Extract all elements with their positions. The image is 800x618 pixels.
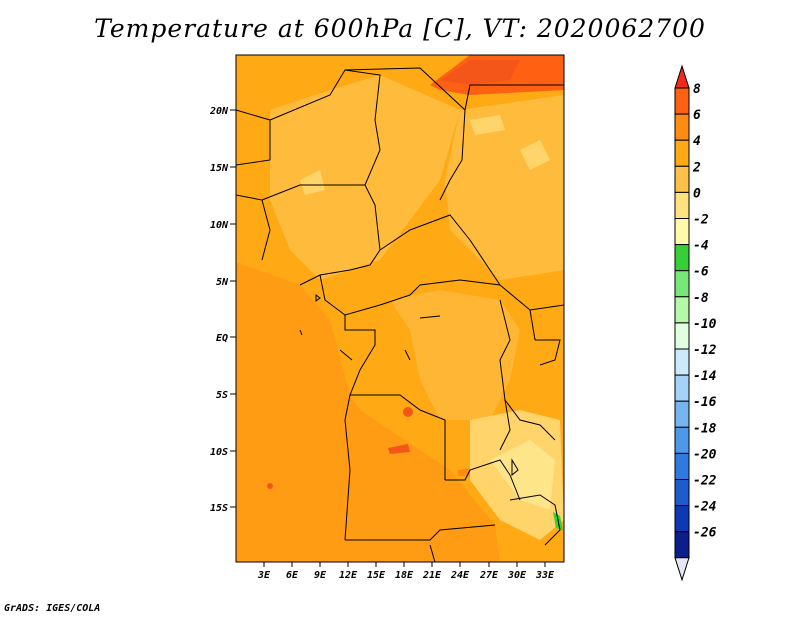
colorbar-segment: [674, 374, 690, 402]
lon-tick-label: 6E: [286, 570, 299, 581]
lat-tick-label: 5N: [216, 277, 229, 288]
colorbar-label: -22: [693, 474, 717, 489]
colorbar-label: 2: [692, 160, 701, 175]
lon-tick-label: 21E: [422, 570, 442, 581]
lon-tick-label: 3E: [257, 570, 271, 581]
colorbar-label: 4: [693, 134, 701, 149]
map-frame: [235, 54, 565, 563]
colorbar: 8 6 4 2 0 -2 -4 -6 -8 -10 -12 -14 -16 -18 -20 -22 -24 -26: [674, 64, 717, 582]
colorbar-label: 0: [693, 186, 701, 201]
colorbar-segment: [674, 113, 690, 141]
colorbar-segment: [674, 531, 690, 559]
colorbar-label: -16: [693, 395, 717, 410]
lat-tick-label: 10S: [210, 447, 228, 458]
colorbar-label: -14: [693, 369, 717, 384]
colorbar-segment: [674, 218, 690, 246]
colorbar-segment: [674, 348, 690, 376]
lat-tick-label: 20N: [209, 106, 229, 117]
colorbar-segment: [674, 322, 690, 350]
colorbar-label: -24: [693, 500, 717, 515]
colorbar-label: -4: [693, 239, 709, 254]
colorbar-label: -12: [693, 343, 717, 358]
lat-tick-label: 5S: [216, 390, 228, 401]
colorbar-segment: [674, 479, 690, 507]
colorbar-segment: [674, 296, 690, 324]
lon-tick-label: 33E: [535, 570, 555, 581]
colorbar-segment: [674, 165, 690, 193]
latitude-axis: 20N 15N 10N 5N EQ 5S 10S 15S: [209, 106, 236, 514]
colorbar-label: 8: [693, 82, 701, 97]
colorbar-label: 6: [693, 108, 701, 123]
colorbar-segment: [674, 452, 690, 480]
colorbar-segment: [674, 87, 690, 115]
colorbar-label: -2: [693, 213, 709, 228]
lon-tick-label: 18E: [395, 570, 414, 581]
temperature-field: [236, 55, 564, 562]
colorbar-segment: [674, 426, 690, 454]
lat-tick-label: EQ: [216, 333, 228, 344]
colorbar-label: -18: [693, 421, 717, 436]
country-borders: [236, 67, 564, 562]
colorbar-segment: [674, 400, 690, 428]
lat-tick-label: 15N: [210, 163, 229, 174]
grads-credit: GrADS: IGES/COLA: [4, 603, 101, 614]
colorbar-bottom-arrow: [674, 557, 690, 582]
lat-tick-label: 10N: [210, 220, 229, 231]
colorbar-segment: [674, 244, 690, 272]
lon-tick-label: 15E: [367, 570, 386, 581]
map-title: Temperature at 600hPa [C], VT: 202006270…: [94, 14, 706, 43]
colorbar-label: -6: [693, 265, 709, 280]
lon-tick-label: 24E: [450, 570, 470, 581]
colorbar-top-arrow: [674, 64, 690, 89]
colorbar-label: -8: [693, 291, 709, 306]
colorbar-segment: [674, 139, 690, 167]
colorbar-label: -20: [693, 447, 717, 462]
lon-tick-label: 9E: [314, 570, 327, 581]
longitude-axis: 3E 6E 9E 12E 15E 18E 21E 24E 27E 30E 33E: [257, 562, 555, 581]
lon-tick-label: 27E: [479, 570, 499, 581]
colorbar-segment: [674, 505, 690, 533]
colorbar-label: -26: [693, 526, 717, 541]
lat-tick-label: 15S: [210, 503, 228, 514]
lon-tick-label: 30E: [507, 570, 527, 581]
colorbar-segment: [674, 270, 690, 298]
lon-tick-label: 12E: [339, 570, 358, 581]
colorbar-segment: [674, 191, 690, 219]
colorbar-label: -10: [693, 317, 717, 332]
